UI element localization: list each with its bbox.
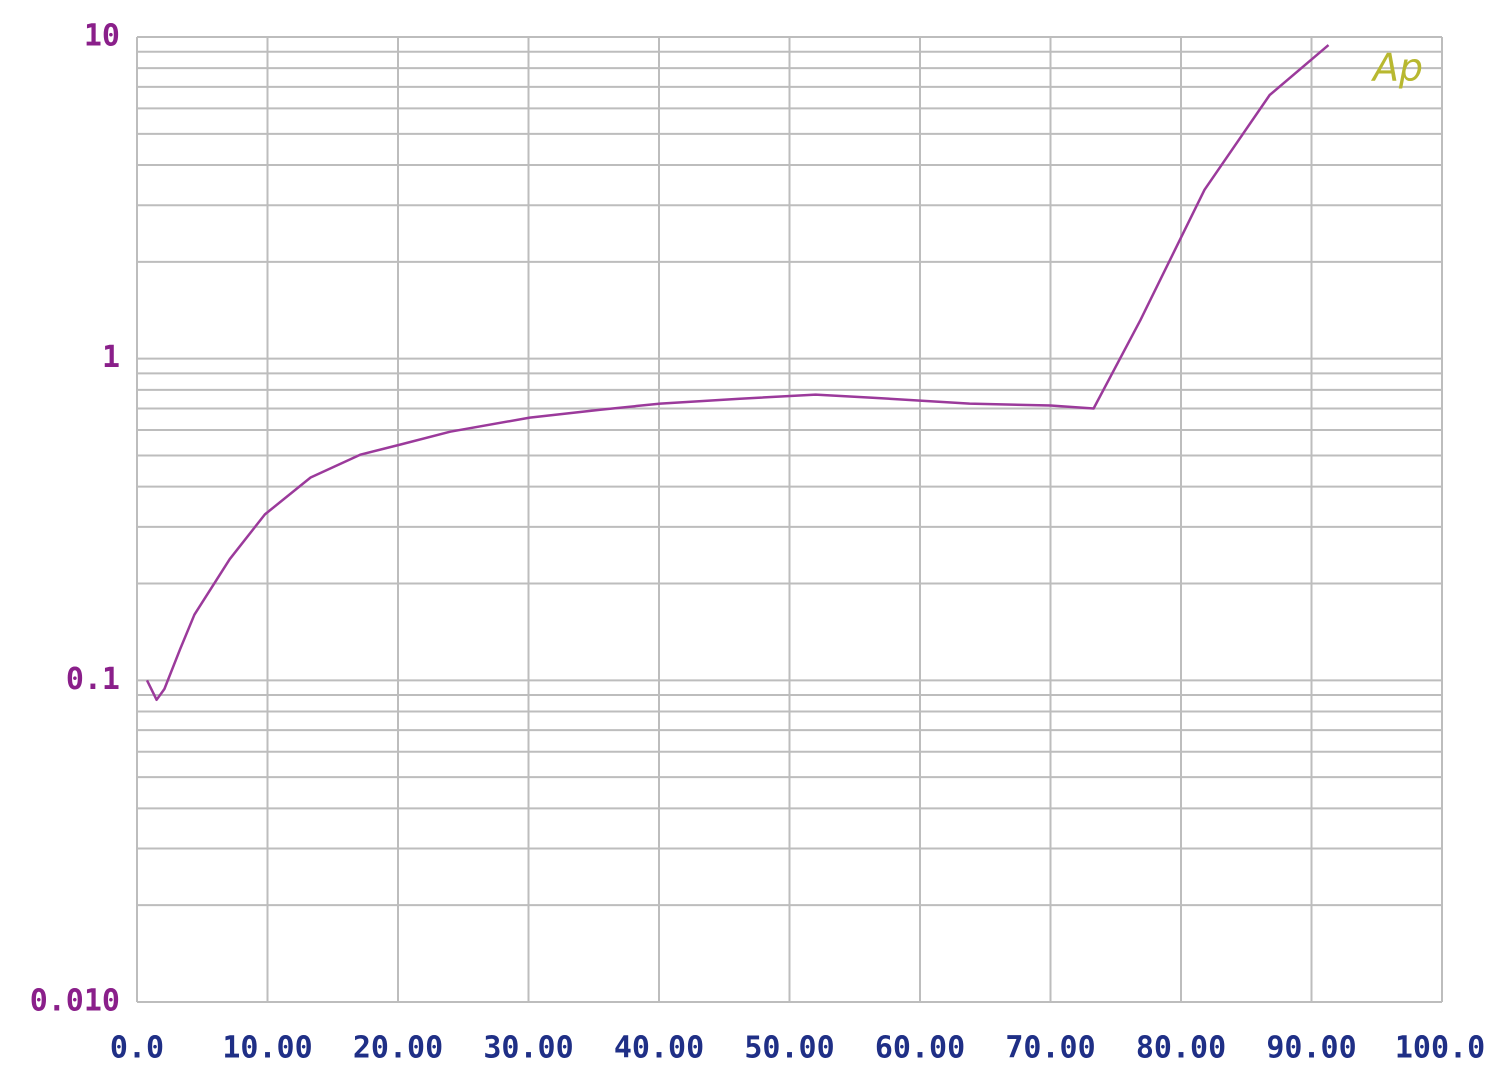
- x-tick-label: 30.00: [483, 1031, 573, 1066]
- y-tick-label: 10: [84, 19, 120, 54]
- data-line: [145, 44, 1330, 702]
- y-tick-label: 1: [102, 340, 120, 375]
- x-tick-label: 70.00: [1005, 1031, 1095, 1066]
- y-tick-label: 0.1: [66, 662, 120, 697]
- x-tick-label: 60.00: [875, 1031, 965, 1066]
- annotation: Ap: [1370, 46, 1423, 90]
- x-tick-label: 80.00: [1136, 1031, 1226, 1066]
- x-tick-label: 100.0: [1395, 1031, 1485, 1066]
- y-tick-label: 0.010: [30, 984, 120, 1019]
- x-tick-label: 20.00: [353, 1031, 443, 1066]
- x-tick-label: 40.00: [614, 1031, 704, 1066]
- x-tick-label: 50.00: [744, 1031, 834, 1066]
- x-tick-label: 0.0: [110, 1031, 164, 1066]
- x-tick-label: 90.00: [1266, 1031, 1356, 1066]
- x-tick-label: 10.00: [222, 1031, 312, 1066]
